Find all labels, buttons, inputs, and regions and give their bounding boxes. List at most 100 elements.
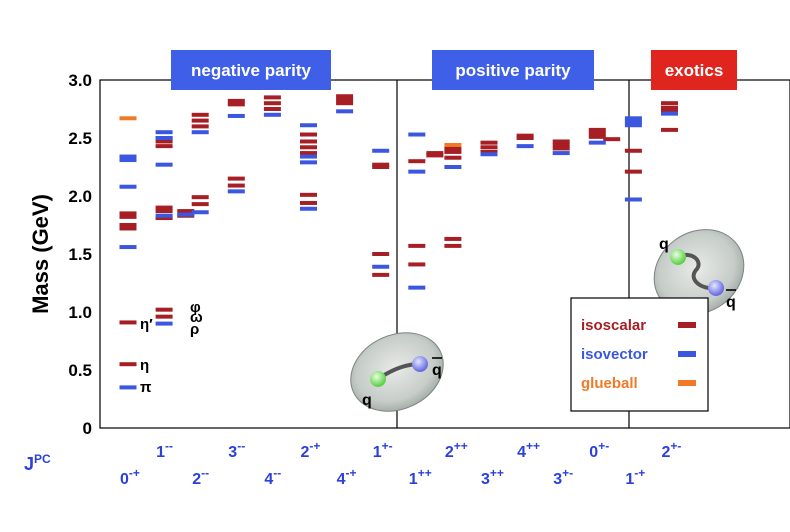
isoscalar-level-mark: [300, 151, 317, 156]
isoscalar-level-mark: [119, 223, 137, 227]
isovector-level-mark: [177, 212, 195, 217]
isovector-level-mark: [516, 144, 534, 149]
jpc-tick-label: 4-+: [337, 466, 357, 488]
isovector-level-mark: [227, 113, 245, 118]
isoscalar-level-mark: [155, 216, 173, 221]
isovector-level-mark: [624, 197, 642, 202]
isoscalar-level-mark: [263, 101, 281, 106]
isoscalar-level-mark: [480, 145, 498, 150]
isovector-level-mark: [624, 119, 642, 124]
y-tick-labels: 0 0.5 1.0 1.5 2.0 2.5 3.0: [68, 71, 92, 438]
isoscalar-level-mark: [155, 205, 173, 210]
isoscalar-level-mark: [191, 202, 209, 207]
legend-isovector-label: isovector: [581, 346, 648, 363]
legend-isoscalar-label: isoscalar: [581, 317, 646, 334]
isoscalar-level-mark: [372, 165, 390, 169]
isovector-level-mark: [588, 140, 606, 145]
isoscalar-level-mark: [624, 148, 642, 153]
jpc-tick-label: 4++: [517, 439, 540, 461]
isoscalar-level-mark: [155, 209, 173, 214]
isoscalar-level-mark: [444, 149, 462, 154]
isoscalar-level-mark: [119, 214, 137, 219]
legend-isovector-swatch: [678, 351, 696, 357]
glueball-level-mark: [444, 142, 462, 147]
jpc-tick-labels: 0-+ 1-- 2-- 3-- 4-- 2-+ 4-+ 1+- 1++ 2++ 3++ 4++ 3+- 0…: [120, 439, 681, 488]
isovector-level-mark: [372, 148, 390, 153]
isovector-level-mark: [408, 169, 426, 174]
isoscalar-level-mark: [603, 137, 621, 142]
y-axis-title: Mass (GeV): [28, 194, 53, 314]
isovector-level-mark: [191, 130, 209, 135]
jpc-tick-label: 2+-: [662, 439, 682, 461]
isoscalar-level-mark: [372, 272, 390, 277]
isoscalar-level-mark: [426, 153, 444, 158]
jpc-tick-label: 1-+: [625, 466, 645, 488]
isoscalar-level-mark: [480, 140, 498, 145]
isoscalar-level-mark: [119, 226, 137, 231]
quark-label: q: [362, 392, 372, 409]
jpc-axis-title: JPC: [24, 452, 51, 474]
isovector-level-mark: [300, 123, 317, 128]
band-negative-parity: [171, 50, 331, 90]
isovector-level-mark: [300, 206, 317, 211]
jpc-tick-label: 1+-: [373, 439, 393, 461]
isoscalar-level-mark: [516, 133, 534, 138]
isoscalar-level-mark: [516, 136, 534, 140]
isovector-level-mark: [155, 136, 173, 140]
isoscalar-level-mark: [588, 131, 606, 136]
isovector-level-mark: [155, 130, 173, 135]
isoscalar-level-mark: [227, 98, 245, 103]
band-exotics-label: exotics: [665, 61, 724, 80]
band-negative-parity-label: negative parity: [191, 61, 312, 80]
isoscalar-level-mark: [426, 151, 444, 156]
meson-label-eta-prime: η′: [140, 316, 153, 333]
y-tick-label: 2.5: [68, 129, 92, 148]
isovector-level-mark: [191, 210, 209, 215]
hybrid-quark-label: q: [659, 236, 669, 253]
isovector-level-mark: [408, 285, 426, 290]
known-meson-mark: [155, 314, 173, 319]
isoscalar-level-mark: [444, 155, 462, 160]
isoscalar-level-mark: [372, 252, 390, 256]
isovector-level-mark: [119, 158, 137, 163]
legend-glueball-label: glueball: [581, 375, 638, 392]
jpc-tick-label: 1++: [409, 466, 432, 488]
isoscalar-level-mark: [155, 139, 173, 144]
isoscalar-level-mark: [480, 149, 498, 154]
hybrid-illustration: q q: [653, 229, 745, 315]
isoscalar-level-mark: [300, 145, 317, 150]
legend-glueball-swatch: [678, 380, 696, 386]
jpc-tick-label: 2-+: [301, 439, 321, 461]
isoscalar-level-mark: [300, 192, 317, 197]
legend-isoscalar-swatch: [678, 322, 696, 328]
y-tick-label: 1.0: [68, 303, 92, 322]
jpc-tick-label: 1--: [156, 439, 173, 461]
isoscalar-level-mark: [444, 146, 462, 151]
isovector-level-mark: [300, 160, 317, 165]
jpc-tick-label: 3--: [228, 439, 245, 461]
y-tick-label: 1.5: [68, 245, 92, 264]
isoscalar-level-mark: [227, 102, 245, 107]
isoscalar-level-mark: [191, 118, 209, 123]
jpc-tick-label: 0+-: [589, 439, 609, 461]
meson-label-omega: ω: [190, 309, 203, 326]
isoscalar-level-mark: [155, 144, 173, 149]
isoscalar-level-mark: [661, 105, 678, 110]
isoscalar-level-mark: [191, 112, 209, 117]
isoscalar-level-mark: [336, 94, 354, 99]
isovector-level-mark: [372, 264, 390, 269]
jpc-tick-label: 0-+: [120, 466, 140, 488]
isovector-level-mark: [408, 132, 426, 137]
isoscalar-level-mark: [552, 142, 570, 147]
meson-label-rho: ρ: [190, 321, 199, 338]
isoscalar-level-mark: [552, 146, 570, 151]
isoscalar-level-mark: [263, 107, 281, 111]
isoscalar-level-mark: [588, 127, 606, 132]
y-tick-label: 0: [83, 419, 92, 438]
jpc-tick-label: 4--: [264, 466, 281, 488]
isovector-level-mark: [119, 154, 137, 159]
isoscalar-level-mark: [661, 109, 678, 114]
band-positive-parity: [432, 50, 594, 90]
isoscalar-level-mark: [191, 195, 209, 200]
isoscalar-level-mark: [444, 243, 462, 248]
